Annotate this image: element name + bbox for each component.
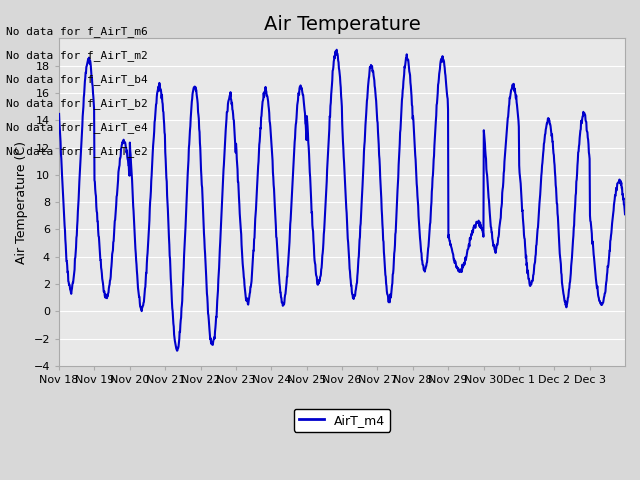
Text: No data for f_AirT_m2: No data for f_AirT_m2 [6, 49, 148, 60]
Text: No data for f_AirT_e4: No data for f_AirT_e4 [6, 121, 148, 132]
Text: No data for f_AirT_m6: No data for f_AirT_m6 [6, 25, 148, 36]
Text: No data for f_AirT_b4: No data for f_AirT_b4 [6, 73, 148, 84]
Text: No data for f_AirT_e2: No data for f_AirT_e2 [6, 145, 148, 156]
Legend: AirT_m4: AirT_m4 [294, 409, 390, 432]
Y-axis label: Air Temperature (C): Air Temperature (C) [15, 141, 28, 264]
Text: No data for f_AirT_b2: No data for f_AirT_b2 [6, 97, 148, 108]
Title: Air Temperature: Air Temperature [264, 15, 420, 34]
